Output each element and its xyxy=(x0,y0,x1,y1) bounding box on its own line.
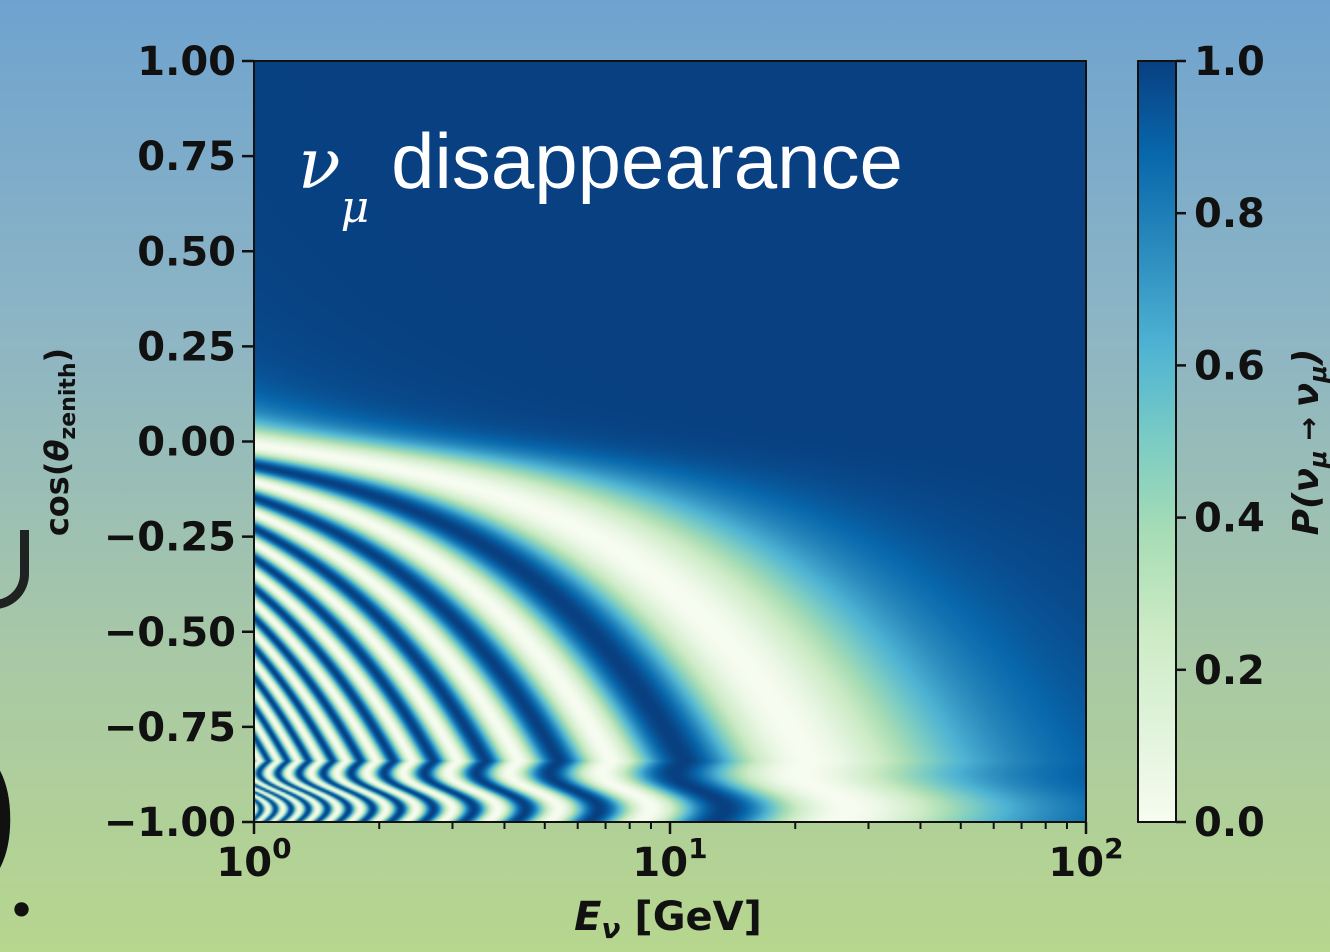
colorbar-label-nu-final: ν xyxy=(1286,383,1327,408)
x-axis-label: Eν [GeV] xyxy=(574,894,762,945)
colorbar-label-arrow: → xyxy=(1292,407,1325,450)
x-axis: 100 101 102 xyxy=(216,822,1124,886)
y-axis: 1.00 0.75 0.50 0.25 0.00 −0.25 −0.50 −0.75 −1.00 xyxy=(104,39,254,846)
y-axis-label-close: ) xyxy=(38,348,76,363)
chart-annotation: νμ disappearance xyxy=(298,117,903,233)
colorbar-label: P(νμ → νμ) xyxy=(1286,349,1330,536)
colorbar-frame xyxy=(1137,60,1177,823)
heatmap-image xyxy=(254,61,1086,822)
x-tick-label: 101 xyxy=(632,832,707,886)
y-tick-label: −1.00 xyxy=(104,800,236,846)
colorbar-label-nu-initial: ν xyxy=(1286,468,1327,493)
annotation-nu-symbol: ν xyxy=(298,123,341,205)
colorbar-tick-label: 0.0 xyxy=(1194,800,1265,846)
colorbar-label-p: P( xyxy=(1286,492,1327,535)
y-axis-label-theta: θ xyxy=(38,440,76,462)
background-paren-glyph: ) xyxy=(0,728,24,896)
x-tick-label: 100 xyxy=(216,832,291,886)
x-axis-label-sub: ν xyxy=(601,912,620,945)
colorbar-tick-label: 0.2 xyxy=(1194,648,1265,694)
y-tick-label: −0.25 xyxy=(104,515,236,561)
heatmap-pixels xyxy=(254,61,1086,822)
colorbar-axis: 1.0 0.8 0.6 0.4 0.2 0.0 xyxy=(1176,39,1265,846)
y-axis-label-sub: zenith xyxy=(56,362,81,439)
colorbar-tick-label: 0.8 xyxy=(1194,191,1265,237)
colorbar-label-mu-final: μ xyxy=(1304,365,1330,384)
y-axis-label: cos(θzenith) xyxy=(38,348,81,536)
y-tick-label: 0.75 xyxy=(137,134,236,180)
x-axis-label-main: E xyxy=(574,894,601,940)
y-tick-label: −0.50 xyxy=(104,610,236,656)
y-tick-label: 0.50 xyxy=(137,229,236,275)
colorbar-tick-label: 0.4 xyxy=(1194,496,1265,542)
annotation-mu-subscript: μ xyxy=(341,182,370,233)
y-axis-label-main: cos( xyxy=(38,462,76,537)
background-dot-glyph: . xyxy=(4,813,39,941)
y-tick-label: 0.00 xyxy=(137,420,236,466)
y-tick-label: 1.00 xyxy=(137,39,236,85)
colorbar-label-close: ) xyxy=(1286,349,1327,366)
colorbar-tick-label: 0.6 xyxy=(1194,343,1265,389)
colorbar-tick-label: 1.0 xyxy=(1194,39,1265,85)
annotation-text: disappearance xyxy=(391,117,903,205)
colorbar xyxy=(1138,61,1176,822)
x-tick-label: 102 xyxy=(1048,832,1123,886)
x-axis-label-unit: [GeV] xyxy=(621,894,762,940)
y-tick-label: −0.75 xyxy=(104,705,236,751)
y-tick-label: 0.25 xyxy=(137,324,236,370)
colorbar-label-mu-initial: μ xyxy=(1304,450,1330,469)
